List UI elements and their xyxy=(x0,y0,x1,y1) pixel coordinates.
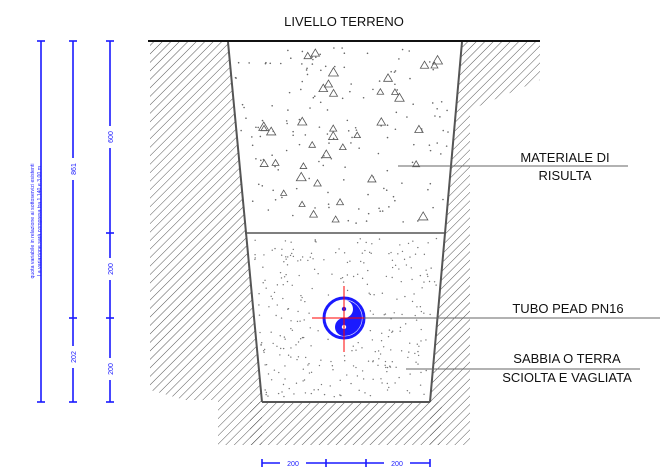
bedding-label-1: SABBIA O TERRA xyxy=(513,351,621,366)
fill-material-label-1: MATERIALE DI xyxy=(520,150,609,165)
sand-texture xyxy=(254,237,438,398)
dim-bottom-left: 200 xyxy=(287,461,299,468)
pipe-label: TUBO PEAD PN16 xyxy=(512,301,623,316)
ground-level-label: LIVELLO TERRENO xyxy=(284,14,404,29)
leader-lines xyxy=(364,165,660,370)
dim-bedding-upper: 200 xyxy=(108,263,115,275)
dim-pipe-axis: 202 xyxy=(71,351,78,363)
dim-fill-depth: 600 xyxy=(108,131,115,143)
aggregate-texture xyxy=(234,47,449,224)
dim-bottom-right: 200 xyxy=(391,461,403,468)
variable-depth-note-2: La variazione sarà compresa tra 1,140 e … xyxy=(37,166,43,276)
dim-bedding-lower: 200 xyxy=(108,363,115,375)
variable-depth-note-1: quota variabile in relazione ai sottoser… xyxy=(30,163,36,278)
soil-hatching xyxy=(150,42,540,445)
bedding-label-2: SCIOLTA E VAGLIATA xyxy=(502,370,632,385)
dim-total-depth: 861 xyxy=(71,163,78,175)
trench-interior xyxy=(228,42,462,402)
trench-outline xyxy=(227,41,463,403)
fill-material-label-2: RISULTA xyxy=(539,168,592,183)
